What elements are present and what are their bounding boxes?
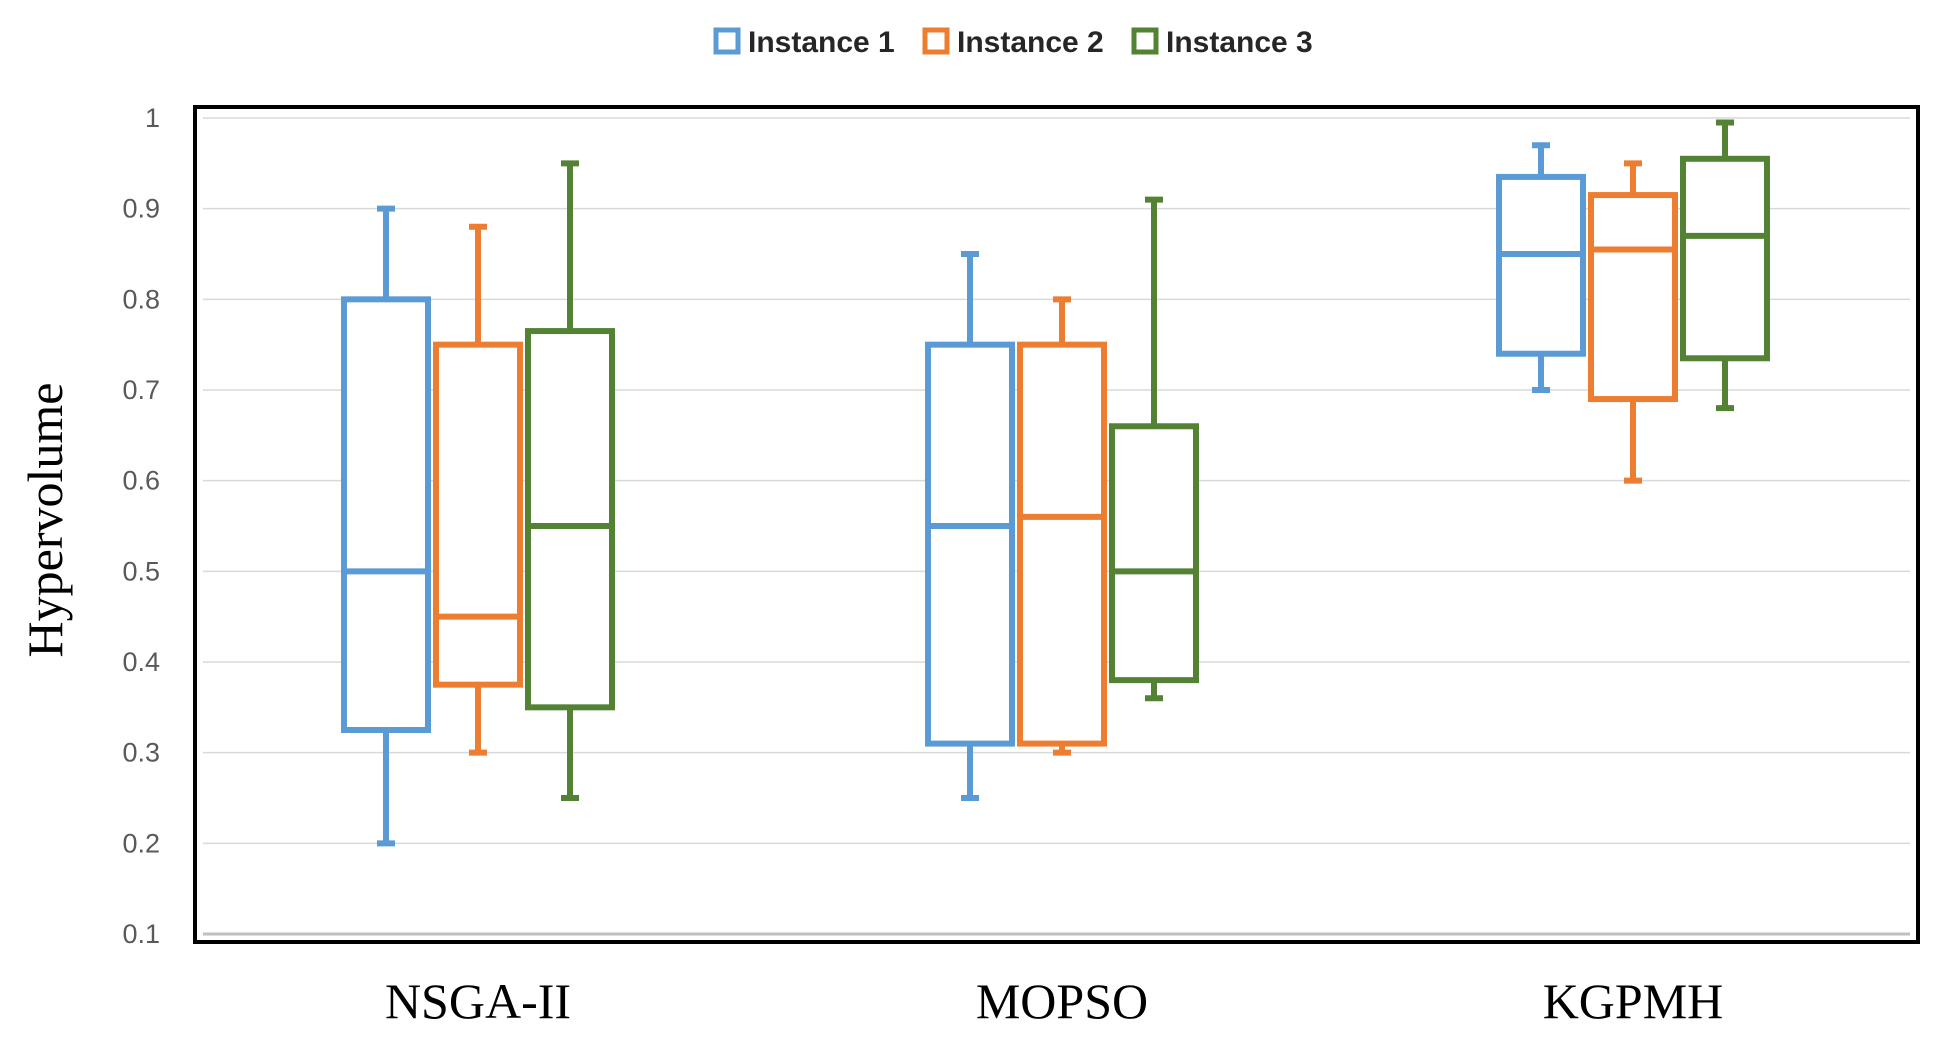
y-tick-label: 0.8 — [122, 284, 160, 314]
box-instance-3-1 — [1109, 196, 1199, 702]
y-tick-label: 0.1 — [122, 919, 160, 949]
box-instance-2-1 — [1017, 296, 1107, 756]
box-instance-2-2 — [1588, 160, 1678, 484]
legend-swatch — [1131, 27, 1159, 55]
x-axis-categories: NSGA-II MOPSO KGPMH — [385, 973, 1723, 1029]
legend: Instance 1 Instance 2 Instance 3 — [713, 26, 1313, 59]
x-category-label: MOPSO — [976, 973, 1148, 1029]
box-body — [1588, 192, 1678, 403]
box-instance-1-1 — [925, 251, 1015, 801]
y-tick-label: 0.6 — [122, 466, 160, 496]
box-body — [525, 328, 615, 711]
plot-area-frame — [193, 105, 1920, 944]
box-body — [925, 341, 1015, 747]
x-category-label: NSGA-II — [385, 973, 571, 1029]
y-tick-label: 0.4 — [122, 647, 160, 677]
box-body — [1496, 173, 1586, 357]
y-axis-ticks: 0.1 0.2 0.3 0.4 0.5 0.6 0.7 0.8 0.9 1 — [122, 103, 160, 949]
box-body — [1680, 155, 1770, 362]
y-tick-label: 0.5 — [122, 556, 160, 586]
box-instance-3-0 — [525, 160, 615, 801]
y-tick-label: 0.7 — [122, 375, 160, 405]
box-instance-2-0 — [433, 223, 523, 756]
y-tick-label: 0.9 — [122, 194, 160, 224]
box-body — [341, 296, 431, 733]
y-tick-label: 0.2 — [122, 828, 160, 858]
legend-swatch — [713, 27, 741, 55]
legend-label: Instance 3 — [1166, 26, 1313, 59]
y-tick-label: 1 — [145, 103, 160, 133]
box-body — [1017, 341, 1107, 747]
y-tick-label: 0.3 — [122, 738, 160, 768]
boxes-layer — [341, 119, 1770, 847]
x-category-label: KGPMH — [1543, 973, 1724, 1029]
box-instance-1-2 — [1496, 142, 1586, 393]
box-body — [1109, 423, 1199, 684]
legend-label: Instance 2 — [957, 26, 1104, 59]
legend-swatch — [922, 27, 950, 55]
legend-label: Instance 1 — [748, 26, 895, 59]
box-instance-3-2 — [1680, 119, 1770, 412]
y-axis-label: Hypervolume — [17, 383, 73, 658]
box-instance-1-0 — [341, 205, 431, 847]
box-body — [433, 341, 523, 688]
